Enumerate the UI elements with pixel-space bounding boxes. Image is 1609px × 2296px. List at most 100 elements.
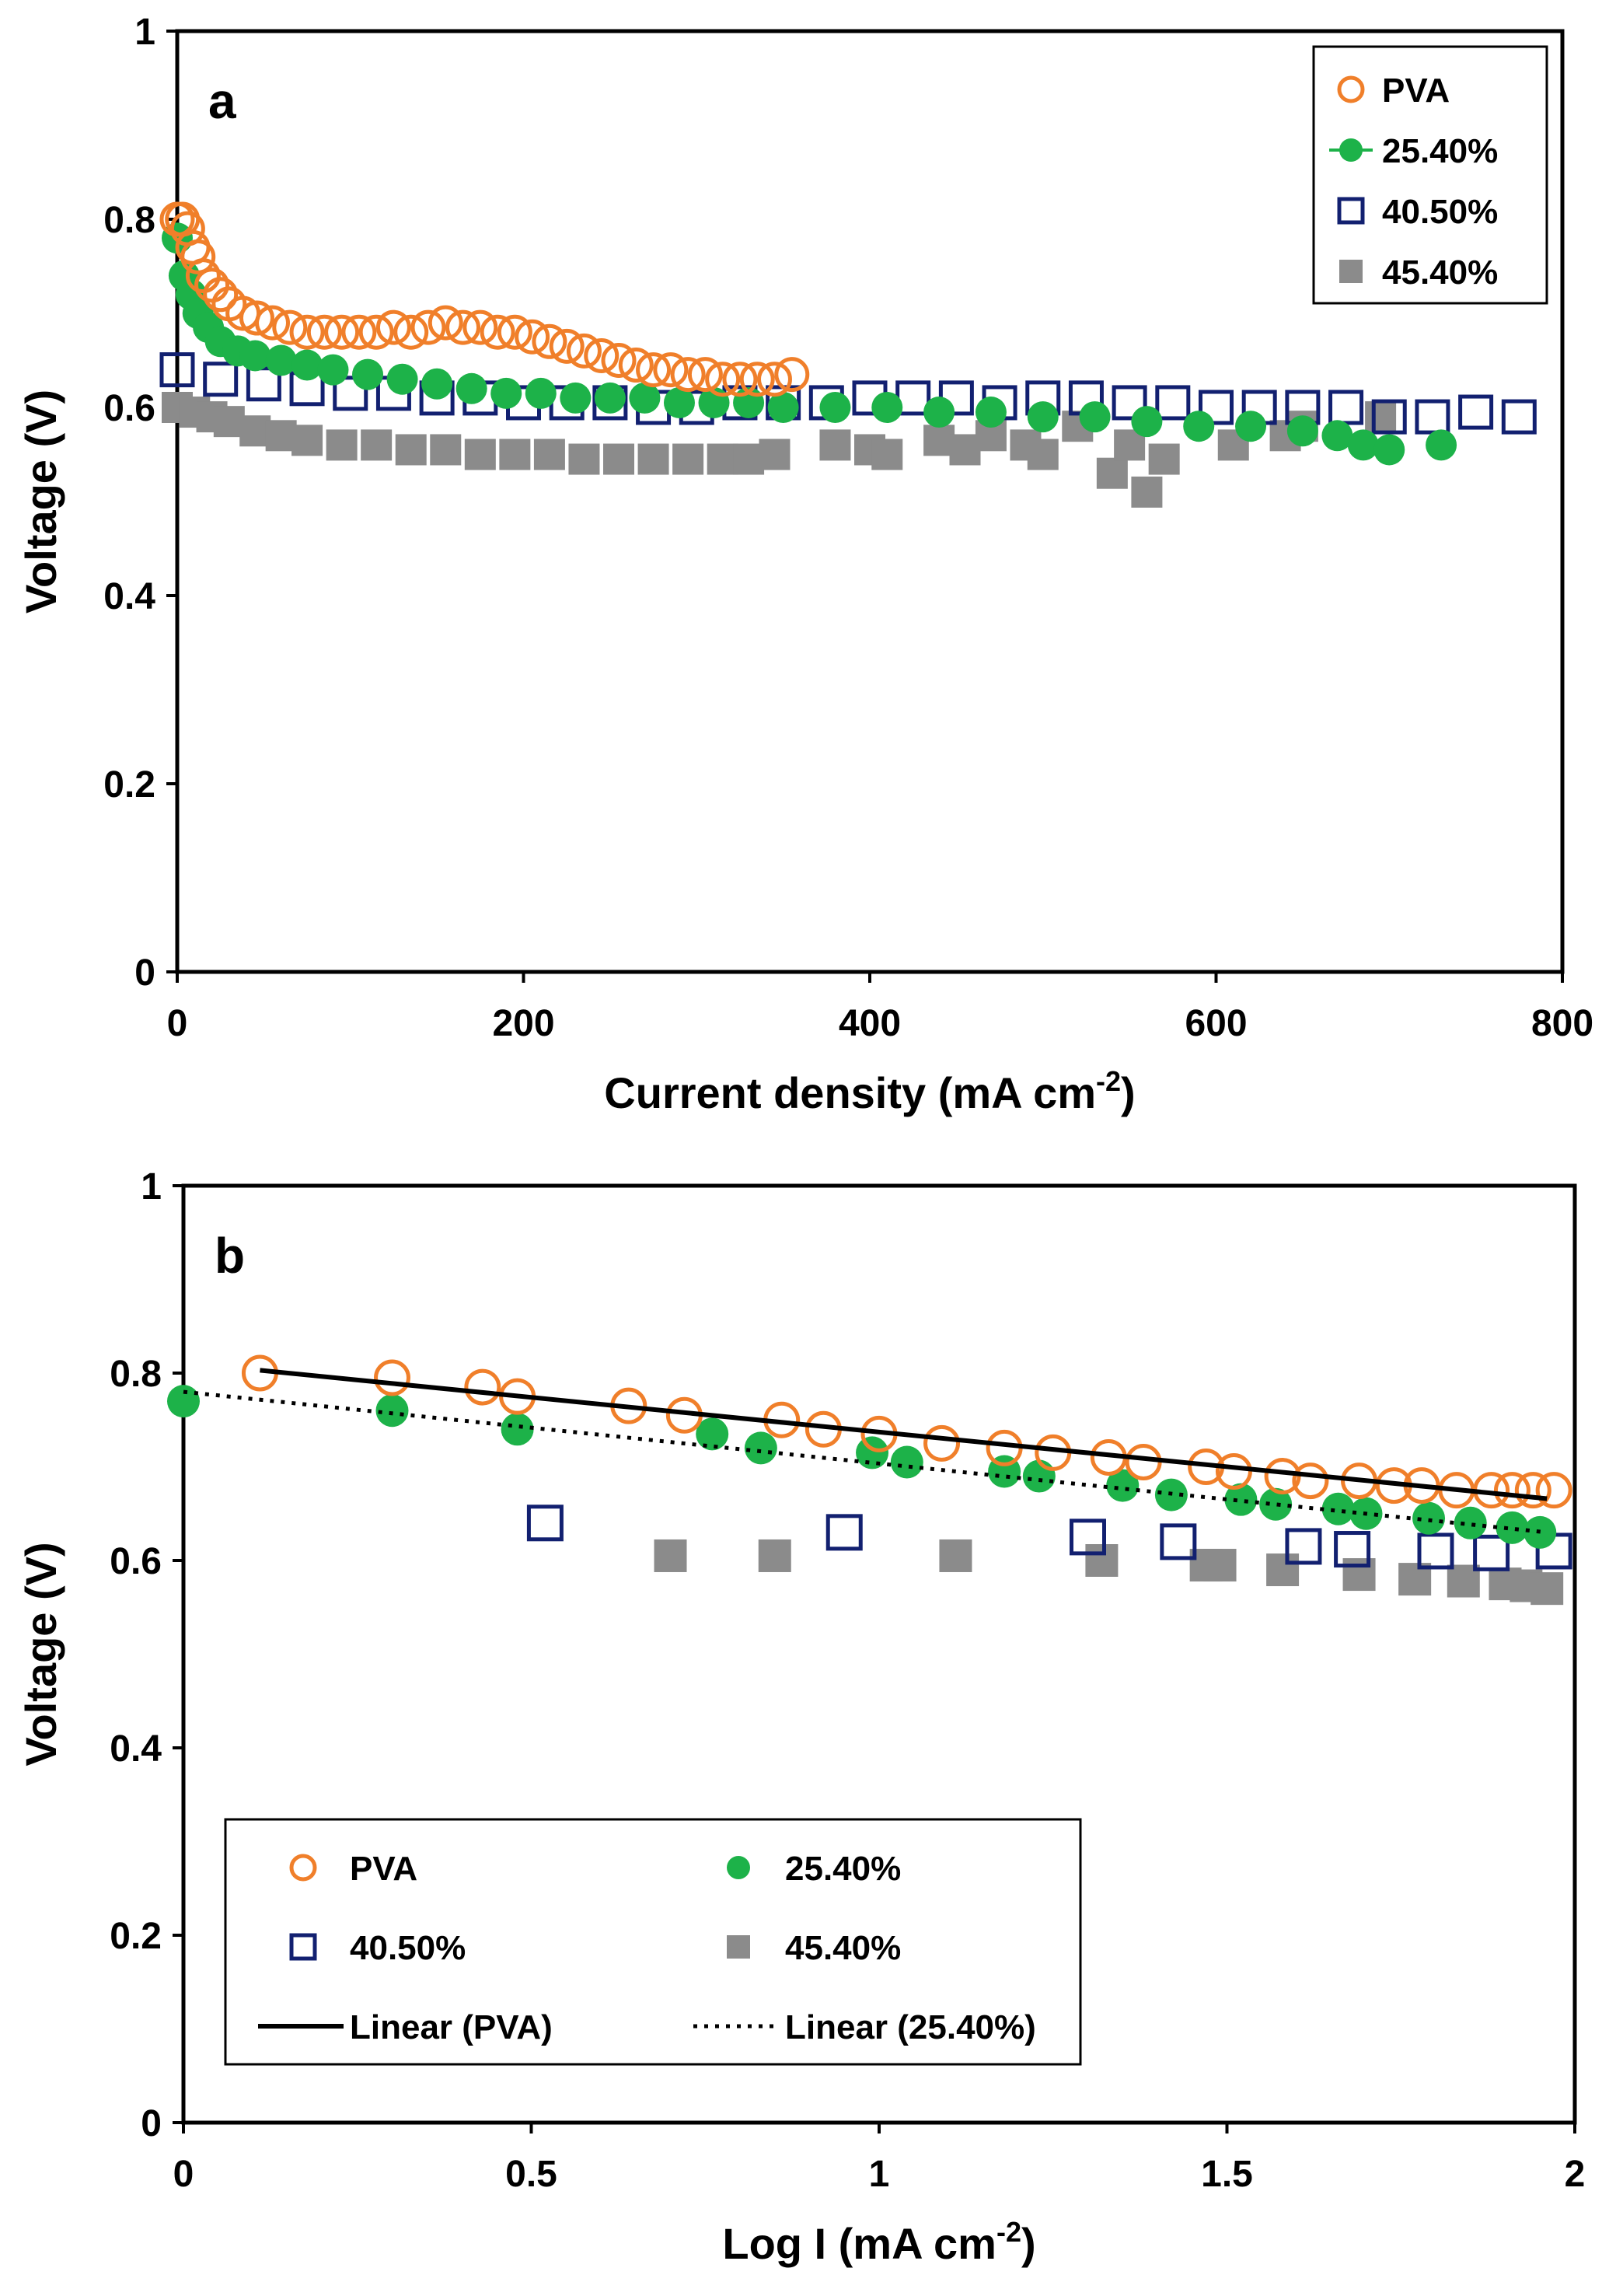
data-point — [756, 362, 792, 397]
data-point — [386, 363, 418, 395]
y-tick-label: 0.8 — [103, 200, 155, 241]
data-point — [923, 425, 955, 456]
data-point — [871, 439, 903, 470]
data-point — [333, 376, 368, 411]
data-point — [1334, 1531, 1371, 1568]
data-point — [326, 429, 358, 461]
x-tick-label: 600 — [1185, 1003, 1247, 1044]
data-point — [1022, 1459, 1056, 1493]
y-tick-label: 0.4 — [110, 1728, 162, 1770]
data-point — [1160, 1523, 1197, 1560]
data-point — [501, 1413, 534, 1446]
legend: PVA 25.40% 40.50% 45.40% Linear (PVA) Linear … — [224, 1818, 1082, 2066]
data-point — [306, 314, 342, 350]
data-point — [428, 305, 463, 341]
data-point — [1493, 1472, 1530, 1509]
data-point — [265, 420, 297, 452]
y-tick-label: 0.2 — [103, 764, 155, 806]
trend-line — [260, 1368, 1548, 1501]
data-point — [374, 1359, 410, 1396]
series-pva — [159, 201, 810, 397]
data-point — [203, 362, 239, 397]
data-point — [239, 340, 271, 372]
legend-label: 40.50% — [1382, 193, 1498, 231]
data-point — [291, 425, 323, 456]
data-point — [1131, 476, 1163, 508]
data-point — [375, 1394, 409, 1428]
data-point — [375, 309, 411, 345]
data-point — [687, 357, 723, 393]
data-point — [317, 354, 349, 386]
data-point — [1426, 429, 1457, 461]
data-point — [1183, 411, 1215, 442]
data-point — [1535, 1472, 1572, 1509]
data-point — [532, 323, 567, 359]
legend-marker — [727, 1935, 750, 1959]
x-tick-label: 1 — [869, 2154, 890, 2195]
y-tick-label: 1 — [134, 12, 155, 53]
data-point — [871, 392, 903, 423]
data-point — [480, 314, 515, 350]
y-tick-label: 0.6 — [103, 388, 155, 429]
legend-label: 45.40% — [785, 1929, 901, 1967]
data-point — [159, 352, 195, 388]
data-point — [1148, 443, 1180, 475]
data-point — [603, 443, 635, 475]
data-point — [636, 352, 672, 388]
y-tick-label: 0.8 — [110, 1354, 162, 1395]
data-point — [1106, 1469, 1140, 1502]
legend-marker — [1339, 138, 1363, 162]
x-tick-label: 1.5 — [1201, 2154, 1253, 2195]
data-point — [819, 392, 851, 423]
x-tick-label: 800 — [1531, 1003, 1593, 1044]
data-point — [1070, 1518, 1106, 1556]
panel-label: a — [208, 73, 236, 129]
data-point — [566, 333, 602, 369]
data-point — [1321, 420, 1353, 452]
data-point — [584, 337, 620, 373]
data-point — [758, 1539, 791, 1572]
data-point — [462, 309, 498, 345]
data-point — [1112, 385, 1147, 421]
x-tick-label: 400 — [839, 1003, 901, 1044]
data-point — [499, 439, 531, 470]
data-point — [939, 1539, 972, 1572]
data-point — [1125, 1443, 1162, 1480]
data-point — [445, 309, 481, 345]
data-point — [923, 397, 955, 428]
data-point — [464, 439, 496, 470]
series-pva — [241, 1354, 1572, 1509]
data-point — [525, 377, 557, 409]
data-point — [705, 362, 741, 397]
y-axis-label: Voltage (V) — [16, 1542, 65, 1766]
data-point — [497, 314, 532, 350]
data-point — [526, 1504, 564, 1542]
data-point — [856, 1436, 889, 1470]
legend-label: PVA — [350, 1850, 417, 1888]
data-point — [767, 392, 799, 423]
data-point — [291, 349, 323, 381]
data-point — [1079, 401, 1111, 433]
data-point — [515, 319, 550, 355]
data-point — [289, 314, 325, 350]
data-point — [1496, 1511, 1529, 1544]
data-point — [637, 443, 669, 475]
data-point — [239, 300, 274, 336]
data-point — [1203, 1549, 1237, 1582]
data-point — [722, 362, 758, 397]
chart-panel-a: 0 0.2 0.4 0.6 0.8 1 0 200 400 600 800 Current densi… — [16, 12, 1593, 1117]
chart-panel-b: 0 0.2 0.4 0.6 0.8 1 0 0.5 1 1.5 2 Log I (mA cm-2) Vo… — [16, 1166, 1585, 2268]
legend-marker — [289, 1854, 317, 1882]
data-point — [1096, 457, 1128, 489]
x-tick-label: 0 — [167, 1003, 188, 1044]
data-point — [1342, 1558, 1376, 1592]
data-point — [1530, 1572, 1564, 1606]
y-tick-label: 0 — [141, 2103, 162, 2144]
y-tick-label: 0.6 — [110, 1541, 162, 1582]
data-point — [421, 368, 453, 400]
data-point — [194, 267, 230, 303]
data-point — [265, 344, 297, 376]
data-point — [1215, 1453, 1252, 1490]
y-tick-label: 1 — [141, 1166, 162, 1207]
